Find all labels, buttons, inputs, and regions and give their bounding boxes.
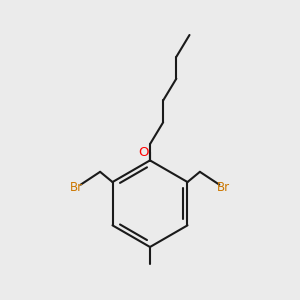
Text: Br: Br (70, 181, 83, 194)
Text: Br: Br (217, 181, 230, 194)
Text: O: O (139, 146, 149, 159)
